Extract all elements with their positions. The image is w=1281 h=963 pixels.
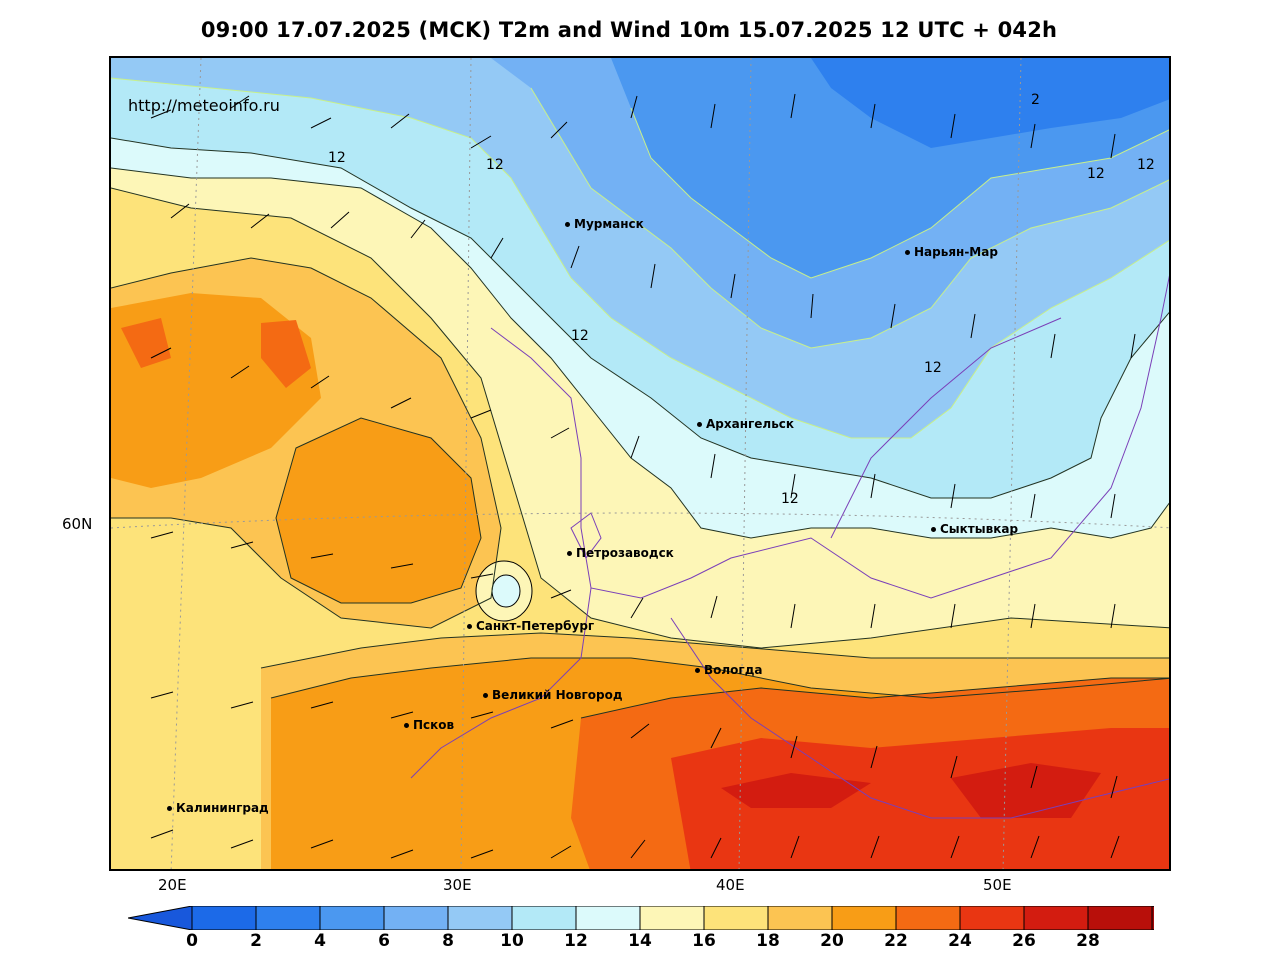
city-label: Калининград xyxy=(176,801,269,815)
city-marker xyxy=(695,668,700,673)
isotherm-label: 12 xyxy=(486,157,504,173)
colorbar-cell xyxy=(639,906,705,930)
colorbar-tick-label: 22 xyxy=(884,931,908,951)
isotherm-label: 12 xyxy=(328,150,346,166)
colorbar-cells xyxy=(128,906,1154,930)
city-marker xyxy=(483,693,488,698)
city-marker xyxy=(565,222,570,227)
city-label: Великий Новгород xyxy=(492,688,623,702)
city-veliky-novgorod: Великий Новгород xyxy=(483,688,623,702)
city-murmansk: Мурманск xyxy=(565,217,644,231)
city-label: Нарьян-Мар xyxy=(914,245,998,259)
colorbar-cell xyxy=(447,906,513,930)
lon-label-50e: 50E xyxy=(983,876,1012,894)
city-saint-petersburg: Санкт-Петербург xyxy=(467,619,594,633)
colorbar-cell xyxy=(383,906,449,930)
map-title: 09:00 17.07.2025 (MCK) T2m and Wind 10m … xyxy=(200,18,1058,42)
colorbar-tick-label: 6 xyxy=(378,931,390,951)
city-marker xyxy=(567,551,572,556)
site-url: http://meteoinfo.ru xyxy=(128,96,280,115)
colorbar-cell xyxy=(319,906,385,930)
isotherm-label: 12 xyxy=(781,491,799,507)
colorbar-tick-label: 26 xyxy=(1012,931,1036,951)
colorbar-tick-label: 8 xyxy=(442,931,454,951)
colorbar-cell xyxy=(895,906,961,930)
city-vologda: Вологда xyxy=(695,663,762,677)
lat-label-60n: 60N xyxy=(62,515,93,533)
colorbar-tick-label: 4 xyxy=(314,931,326,951)
colorbar-tick-label: 14 xyxy=(628,931,652,951)
city-naryan-mar: Нарьян-Мар xyxy=(905,245,998,259)
isotherm-label: 12 xyxy=(1137,157,1155,173)
colorbar-tick-label: 10 xyxy=(500,931,524,951)
city-marker xyxy=(404,723,409,728)
city-label: Архангельск xyxy=(706,417,795,431)
colorbar-cell xyxy=(767,906,833,930)
temperature-field xyxy=(111,58,1169,869)
colorbar xyxy=(128,906,1154,930)
colorbar-tick-label: 24 xyxy=(948,931,972,951)
city-syktyvkar: Сыктывкар xyxy=(931,522,1018,536)
colorbar-cell xyxy=(1087,906,1153,930)
isotherm-label: 12 xyxy=(924,360,942,376)
city-kaliningrad: Калининград xyxy=(167,801,269,815)
isotherm-label: 12 xyxy=(571,328,589,344)
city-petrozavodsk: Петрозаводск xyxy=(567,546,674,560)
colorbar-tick-label: 12 xyxy=(564,931,588,951)
city-pskov: Псков xyxy=(404,718,454,732)
city-label: Санкт-Петербург xyxy=(476,619,595,633)
city-marker xyxy=(931,527,936,532)
colorbar-tick-label: 0 xyxy=(186,931,198,951)
colorbar-tick-label: 20 xyxy=(820,931,844,951)
city-marker xyxy=(467,624,472,629)
city-label: Петрозаводск xyxy=(576,546,674,560)
colorbar-tick-label: 28 xyxy=(1076,931,1100,951)
city-arkhangelsk: Архангельск xyxy=(697,417,794,431)
isotherm-label: 12 xyxy=(1087,166,1105,182)
colorbar-tick-label: 18 xyxy=(756,931,780,951)
city-label: Вологда xyxy=(704,663,763,677)
city-marker xyxy=(905,250,910,255)
colorbar-high-arrow xyxy=(1151,906,1154,930)
city-marker xyxy=(167,806,172,811)
lon-label-20e: 20E xyxy=(158,876,187,894)
colorbar-cell xyxy=(831,906,897,930)
colorbar-cell xyxy=(703,906,769,930)
weather-map xyxy=(109,56,1171,871)
colorbar-tick-label: 2 xyxy=(250,931,262,951)
colorbar-tick-label: 16 xyxy=(692,931,716,951)
city-marker xyxy=(697,422,702,427)
colorbar-cell xyxy=(959,906,1025,930)
lon-label-40e: 40E xyxy=(716,876,745,894)
colorbar-low-arrow xyxy=(128,906,193,930)
lon-label-30e: 30E xyxy=(443,876,472,894)
city-label: Сыктывкар xyxy=(940,522,1019,536)
city-label: Псков xyxy=(413,718,455,732)
colorbar-cell xyxy=(1023,906,1089,930)
city-label: Мурманск xyxy=(574,217,644,231)
isotherm-label: 2 xyxy=(1031,92,1040,108)
colorbar-cell xyxy=(575,906,641,930)
colorbar-cell xyxy=(511,906,577,930)
colorbar-cell xyxy=(191,906,257,930)
colorbar-cell xyxy=(255,906,321,930)
